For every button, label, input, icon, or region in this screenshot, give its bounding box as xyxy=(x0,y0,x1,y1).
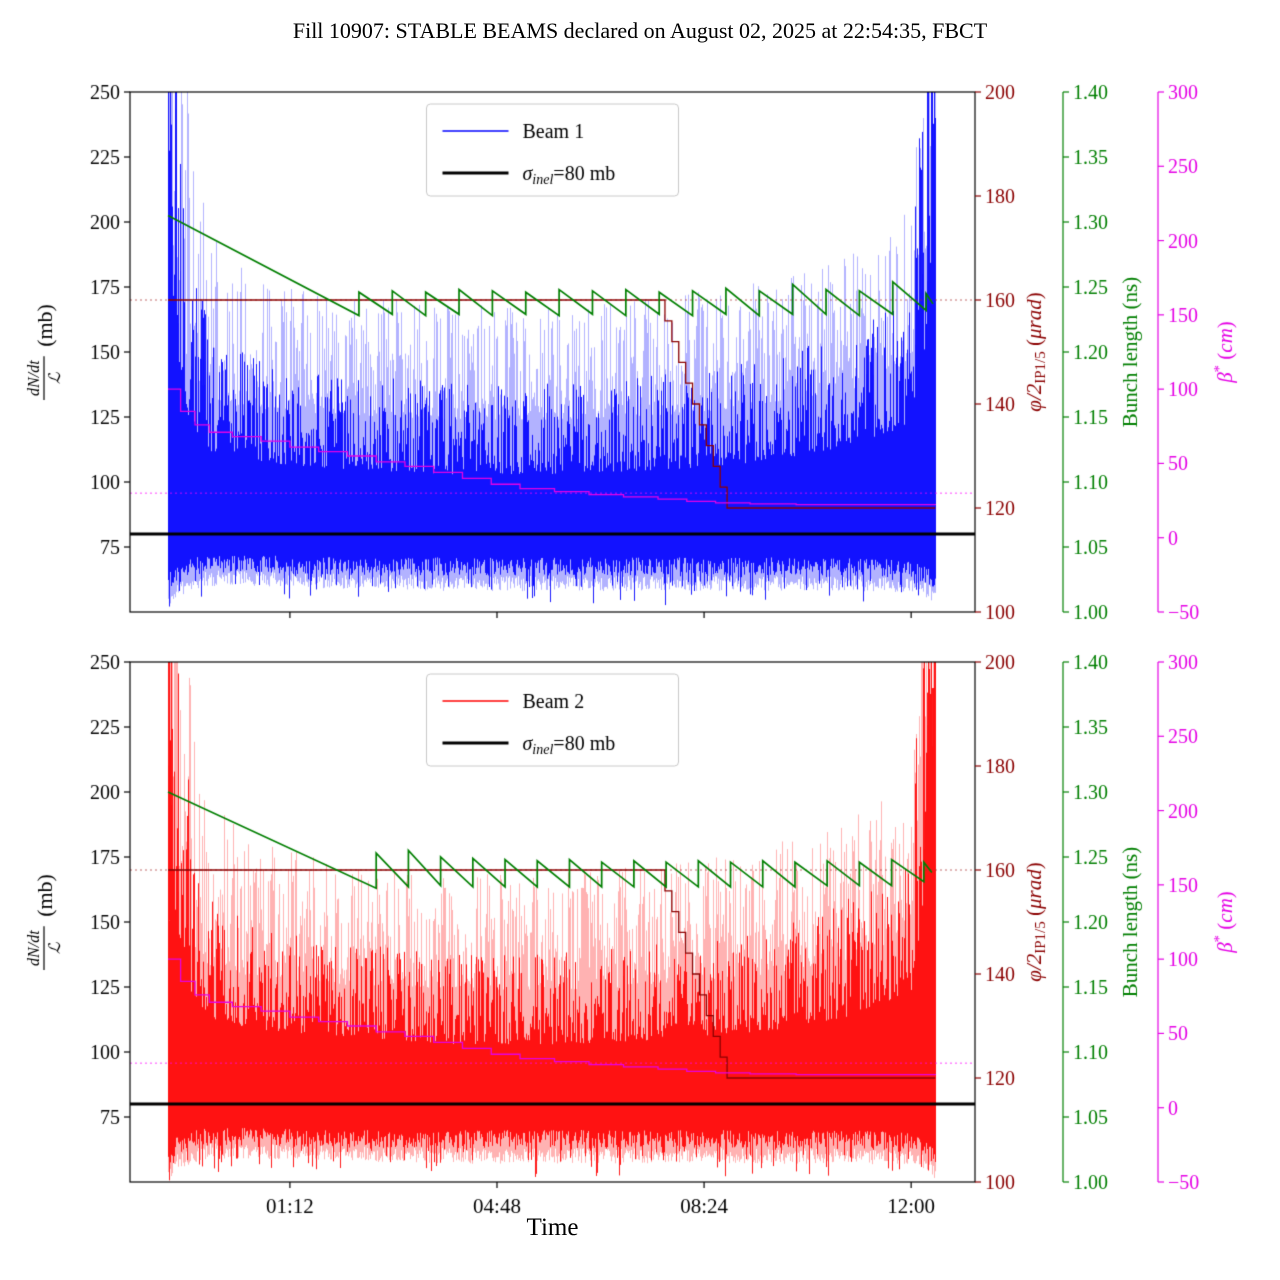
x-axis-label: Time xyxy=(526,1214,579,1241)
chart-title: Fill 10907: STABLE BEAMS declared on Aug… xyxy=(292,18,988,43)
